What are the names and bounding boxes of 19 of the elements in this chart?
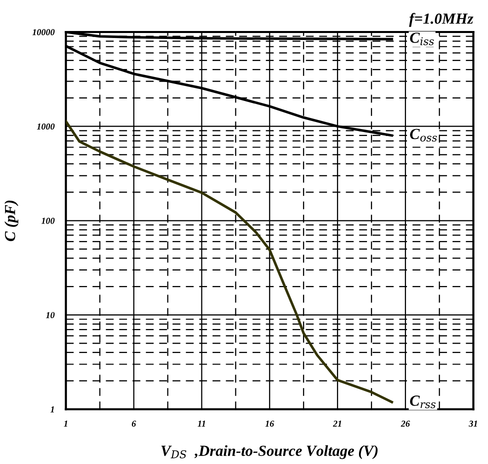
series-label: C$_{rss}$ (410, 396, 436, 408)
x-tick-label: 1 (64, 420, 68, 427)
y-axis-title: C (pF) (4, 200, 18, 242)
series-label: C$_{oss}$ (410, 128, 437, 142)
x-axis-title: V$_{DS}$ ,Drain-to-Source Voltage (V) (161, 445, 378, 460)
y-tick-label: 100 (41, 218, 55, 224)
y-tick-label: 1000 (36, 123, 55, 130)
x-tick-label: 11 (198, 420, 206, 427)
x-tick-label: 16 (265, 420, 274, 427)
x-tick-label: 6 (132, 420, 136, 427)
x-tick-label: 21 (332, 420, 342, 427)
x-tick-label: 26 (400, 420, 410, 427)
x-tick-label: 31 (468, 420, 477, 427)
y-tick-label: 10 (46, 312, 55, 318)
y-tick-label: 10000 (32, 29, 55, 36)
line-series (66, 120, 394, 404)
series-label: C$_{iss}$ (410, 32, 434, 46)
chart-title: f=1.0MHz (409, 12, 474, 27)
y-tick-label: 1 (50, 406, 54, 412)
